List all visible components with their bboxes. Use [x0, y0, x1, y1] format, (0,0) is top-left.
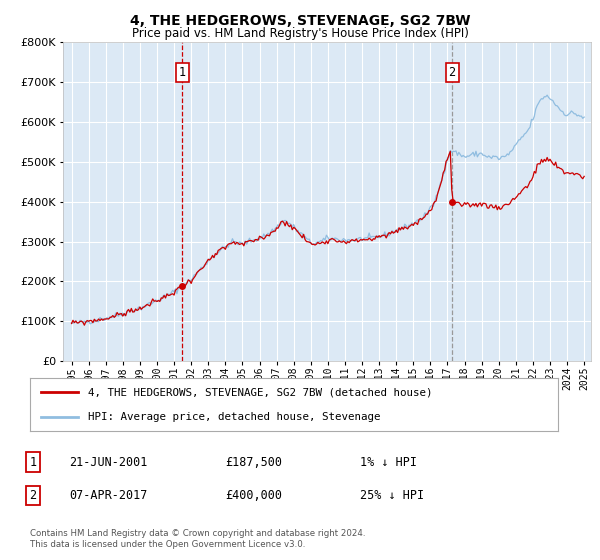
Text: 07-APR-2017: 07-APR-2017: [69, 489, 148, 502]
Text: £187,500: £187,500: [225, 455, 282, 469]
Text: 2: 2: [449, 66, 455, 79]
Text: Price paid vs. HM Land Registry's House Price Index (HPI): Price paid vs. HM Land Registry's House …: [131, 27, 469, 40]
Text: Contains HM Land Registry data © Crown copyright and database right 2024.: Contains HM Land Registry data © Crown c…: [30, 529, 365, 538]
Text: 2: 2: [29, 489, 37, 502]
Text: 1: 1: [29, 455, 37, 469]
Text: 25% ↓ HPI: 25% ↓ HPI: [360, 489, 424, 502]
Text: 4, THE HEDGEROWS, STEVENAGE, SG2 7BW (detached house): 4, THE HEDGEROWS, STEVENAGE, SG2 7BW (de…: [88, 388, 433, 398]
Text: 21-JUN-2001: 21-JUN-2001: [69, 455, 148, 469]
Text: 4, THE HEDGEROWS, STEVENAGE, SG2 7BW: 4, THE HEDGEROWS, STEVENAGE, SG2 7BW: [130, 14, 470, 28]
Text: This data is licensed under the Open Government Licence v3.0.: This data is licensed under the Open Gov…: [30, 540, 305, 549]
Text: £400,000: £400,000: [225, 489, 282, 502]
Text: HPI: Average price, detached house, Stevenage: HPI: Average price, detached house, Stev…: [88, 412, 380, 422]
Text: 1% ↓ HPI: 1% ↓ HPI: [360, 455, 417, 469]
Text: 1: 1: [179, 66, 185, 79]
